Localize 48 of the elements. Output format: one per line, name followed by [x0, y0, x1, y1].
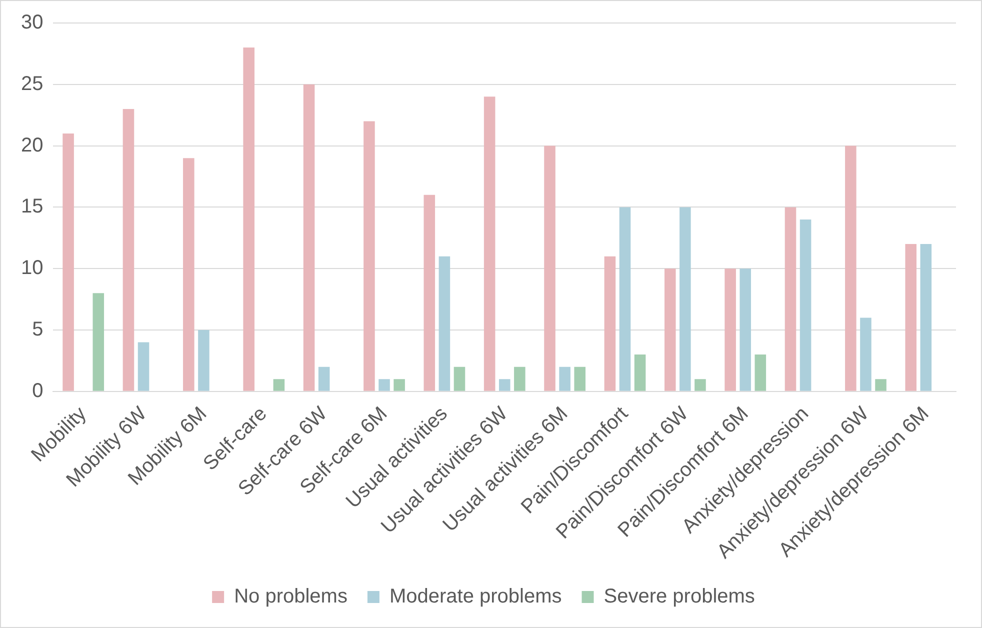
bar — [62, 134, 74, 391]
bar — [318, 366, 330, 391]
bar — [424, 194, 436, 391]
bar — [860, 318, 872, 391]
bar — [845, 146, 856, 391]
bar — [619, 207, 631, 391]
y-tick-label: 10 — [20, 257, 44, 280]
y-tick-label: 5 — [32, 318, 44, 341]
legend-label: No problems — [234, 586, 348, 608]
legend-label: Severe problems — [604, 586, 755, 608]
bar — [364, 121, 375, 391]
bar — [92, 293, 104, 391]
bar — [634, 354, 646, 391]
bar — [574, 366, 586, 391]
y-tick-label: 20 — [20, 134, 44, 156]
bar — [498, 379, 510, 391]
y-tick-label: 0 — [32, 380, 44, 402]
bar — [243, 48, 254, 391]
bar — [664, 268, 676, 391]
bar — [484, 96, 496, 391]
bar — [559, 366, 570, 391]
bar — [754, 354, 766, 391]
bar — [198, 330, 210, 391]
bar — [122, 108, 134, 391]
bar — [800, 219, 812, 391]
bar — [273, 379, 285, 391]
bar — [680, 207, 691, 391]
bar — [514, 366, 526, 391]
bar — [604, 256, 616, 391]
bar — [394, 379, 405, 391]
bar — [183, 158, 194, 391]
y-tick-label: 25 — [20, 72, 44, 95]
bar — [544, 146, 556, 391]
y-tick-label: 15 — [20, 196, 44, 218]
bar — [740, 268, 751, 391]
bar — [454, 366, 466, 391]
legend-label: Moderate problems — [389, 586, 562, 608]
bar — [438, 256, 450, 391]
bar — [303, 84, 315, 391]
bar — [875, 379, 886, 391]
bar — [784, 207, 796, 391]
y-tick-label: 30 — [20, 12, 44, 34]
bar — [920, 244, 932, 391]
bar — [694, 379, 706, 391]
bar — [905, 244, 917, 391]
bar — [724, 268, 736, 391]
bar — [138, 342, 150, 391]
bar — [378, 379, 390, 391]
